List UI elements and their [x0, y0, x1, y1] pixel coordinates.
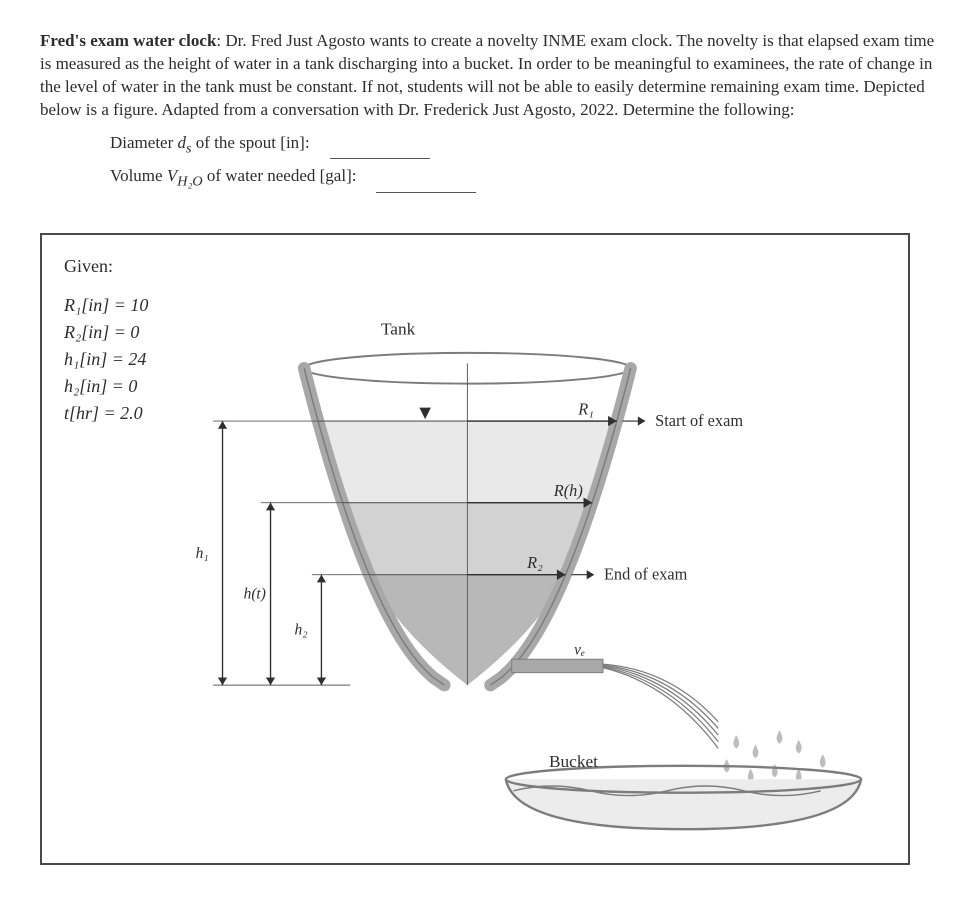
given-row-0: R₁[in] = 10 [64, 292, 148, 319]
svg-text:Bucket: Bucket [549, 752, 598, 771]
given-block: Given: R₁[in] = 10 R₂[in] = 0 h₁[in] = 2… [64, 253, 148, 427]
svg-text:Tank: Tank [381, 320, 416, 339]
svg-text:vₑ: vₑ [574, 641, 585, 658]
given-row-2: h₁[in] = 24 [64, 346, 148, 373]
svg-text:End of exam: End of exam [604, 565, 688, 584]
svg-text:R₁: R₁ [577, 399, 594, 418]
given-row-1: R₂[in] = 0 [64, 319, 148, 346]
answer-row-volume: Volume VH₂O of water needed [gal]: [110, 163, 939, 193]
answer-blanks: Diameter ds of the spout [in]: Volume VH… [110, 130, 939, 193]
svg-text:h₂: h₂ [295, 622, 308, 639]
answer-label-volume: Volume VH₂O of water needed [gal]: [110, 163, 356, 193]
answer-blank-diameter [330, 141, 430, 160]
diagram-svg: R₁ Start of exam R(h) R₂ End of exam Tank vₑ Bu… [64, 253, 890, 858]
figure-container: Given: R₁[in] = 10 R₂[in] = 0 h₁[in] = 2… [40, 233, 910, 865]
problem-statement: Fred's exam water clock: Dr. Fred Just A… [40, 30, 939, 122]
svg-text:Start of exam: Start of exam [655, 411, 743, 430]
answer-row-diameter: Diameter ds of the spout [in]: [110, 130, 939, 160]
given-row-3: h₂[in] = 0 [64, 373, 148, 400]
problem-title: Fred's exam water clock [40, 31, 216, 50]
svg-text:h(t): h(t) [244, 586, 266, 603]
diagram-svg-wrap: R₁ Start of exam R(h) R₂ End of exam Tank vₑ Bu… [64, 253, 886, 863]
svg-text:R(h): R(h) [553, 481, 583, 500]
given-heading: Given: [64, 253, 148, 280]
answer-label-diameter: Diameter ds of the spout [in]: [110, 130, 310, 160]
svg-text:R₂: R₂ [526, 553, 543, 572]
answer-blank-volume [376, 174, 476, 193]
svg-text:h₁: h₁ [196, 545, 209, 562]
given-row-4: t[hr] = 2.0 [64, 400, 148, 427]
